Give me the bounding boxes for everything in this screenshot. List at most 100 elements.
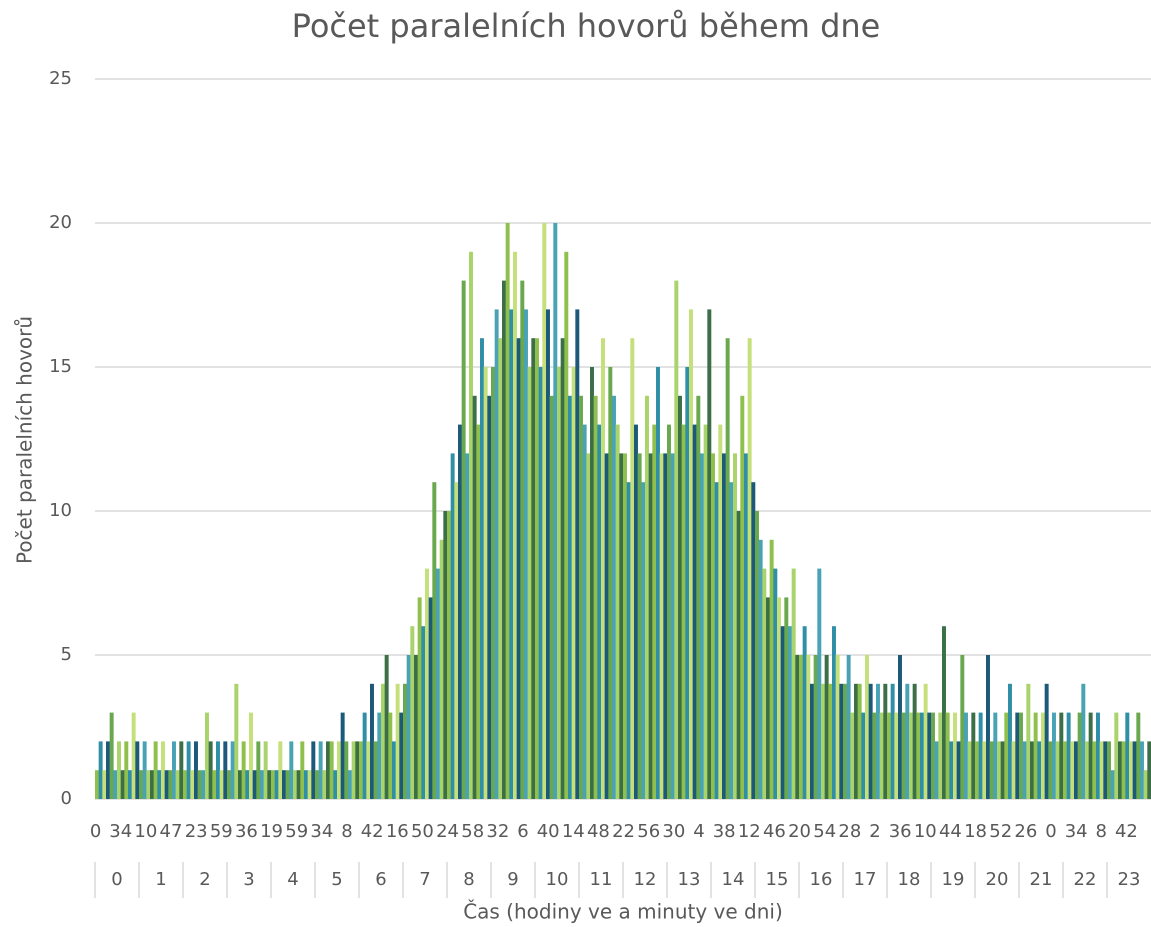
minute-label: 50 bbox=[411, 821, 434, 842]
x-tick-label: 19 bbox=[942, 869, 965, 890]
chart-title: Počet paralelních hovorů během dne bbox=[292, 7, 881, 45]
bar bbox=[659, 453, 664, 799]
bar bbox=[311, 741, 316, 799]
x-tick-label: 2 bbox=[199, 869, 210, 890]
bar bbox=[553, 223, 558, 799]
minute-label: 6 bbox=[517, 821, 528, 842]
bar bbox=[1066, 712, 1071, 799]
bar bbox=[278, 741, 283, 799]
bar bbox=[223, 741, 228, 799]
bar bbox=[186, 741, 191, 799]
minute-label: 4 bbox=[693, 821, 704, 842]
bar bbox=[1022, 741, 1027, 799]
bar bbox=[146, 770, 151, 799]
bar bbox=[579, 395, 583, 799]
minute-label: 2 bbox=[869, 821, 880, 842]
bar bbox=[150, 770, 154, 799]
bar bbox=[340, 712, 345, 799]
bar bbox=[791, 568, 796, 799]
bar bbox=[373, 741, 378, 799]
bar bbox=[678, 395, 682, 799]
x-tick-label: 1 bbox=[155, 869, 166, 890]
bar bbox=[934, 741, 939, 799]
bar bbox=[751, 482, 756, 799]
bar bbox=[428, 597, 433, 799]
bar bbox=[546, 309, 550, 799]
bar bbox=[894, 712, 899, 799]
bar bbox=[172, 741, 176, 799]
bar bbox=[234, 683, 239, 799]
bar bbox=[802, 626, 807, 799]
bar bbox=[417, 597, 422, 799]
bar bbox=[1077, 712, 1082, 799]
bar bbox=[205, 712, 209, 799]
bar bbox=[986, 655, 990, 799]
bar bbox=[362, 712, 367, 799]
minute-label: 26 bbox=[1014, 821, 1037, 842]
bar bbox=[1048, 741, 1053, 799]
bar bbox=[1074, 741, 1078, 799]
bar bbox=[1129, 741, 1133, 799]
x-tick-label: 14 bbox=[722, 869, 745, 890]
bar bbox=[520, 280, 525, 800]
bar bbox=[164, 770, 169, 799]
x-tick-label: 8 bbox=[463, 869, 474, 890]
bar bbox=[586, 453, 591, 799]
bar bbox=[1096, 712, 1100, 799]
bar bbox=[538, 367, 543, 799]
minute-label: 10 bbox=[134, 821, 157, 842]
bar bbox=[1041, 712, 1045, 799]
x-axis-title: Čas (hodiny ve a minuty ve dni) bbox=[463, 900, 783, 924]
minute-label: 24 bbox=[436, 821, 459, 842]
bar bbox=[516, 338, 521, 799]
bar bbox=[747, 338, 752, 799]
x-tick-label: 0 bbox=[111, 869, 122, 890]
bar bbox=[1118, 741, 1122, 799]
bar bbox=[469, 251, 473, 800]
bar bbox=[168, 770, 173, 799]
bar bbox=[348, 770, 352, 799]
bar bbox=[315, 770, 319, 799]
bar bbox=[326, 741, 330, 799]
minute-label: 28 bbox=[838, 821, 861, 842]
bar bbox=[513, 251, 517, 800]
bar bbox=[997, 741, 1001, 799]
bar bbox=[1004, 712, 1009, 799]
bar bbox=[703, 424, 708, 799]
bar bbox=[1143, 770, 1148, 799]
bar bbox=[909, 712, 913, 799]
bar bbox=[1147, 741, 1151, 799]
bar bbox=[876, 683, 880, 799]
bar bbox=[1037, 741, 1042, 799]
bar bbox=[700, 453, 704, 799]
bar bbox=[179, 741, 184, 799]
bar bbox=[718, 424, 723, 799]
bar bbox=[142, 741, 147, 799]
bar bbox=[238, 770, 242, 799]
bar bbox=[388, 712, 393, 799]
bar bbox=[982, 741, 987, 799]
bar bbox=[131, 712, 136, 799]
y-tick-label: 20 bbox=[49, 212, 72, 233]
bar bbox=[117, 741, 121, 799]
bar bbox=[95, 770, 99, 799]
bar bbox=[920, 712, 924, 799]
minute-label: 59 bbox=[285, 821, 308, 842]
bar bbox=[758, 539, 763, 799]
bar bbox=[619, 453, 624, 799]
bar bbox=[527, 367, 532, 799]
bar bbox=[197, 770, 202, 799]
x-tick-label: 4 bbox=[287, 869, 298, 890]
bar bbox=[901, 712, 906, 799]
bar bbox=[351, 741, 356, 799]
y-tick-label: 5 bbox=[61, 644, 72, 665]
bar bbox=[975, 741, 979, 799]
bar bbox=[832, 626, 836, 799]
bar bbox=[784, 597, 789, 799]
bar bbox=[1107, 741, 1111, 799]
bar bbox=[436, 568, 440, 799]
x-tick-label: 23 bbox=[1118, 869, 1141, 890]
bar bbox=[692, 424, 697, 799]
minute-label: 23 bbox=[185, 821, 208, 842]
bar bbox=[795, 655, 800, 799]
